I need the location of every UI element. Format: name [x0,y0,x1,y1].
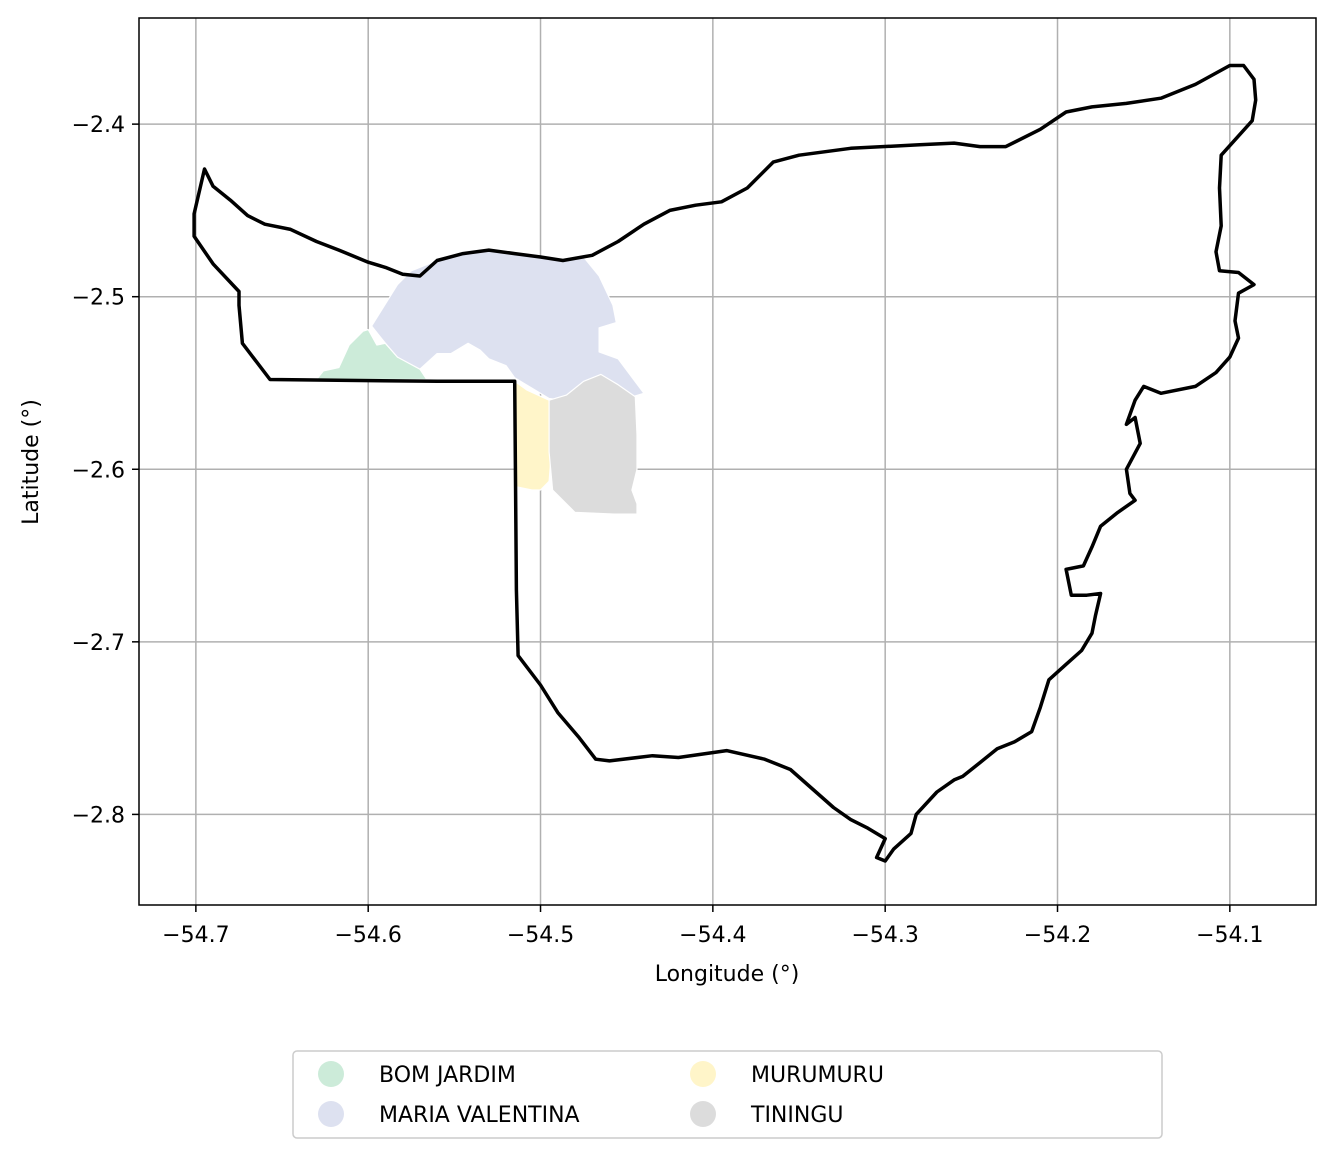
boundary-outline [192,63,1258,863]
x-tick-label: −54.7 [162,923,229,948]
axes-frame [138,17,1317,906]
legend-label-tiningu: TININGU [750,1103,843,1128]
y-tick-label: −2.8 [72,803,125,828]
legend-marker-murumuru [690,1061,716,1087]
x-tick-label: −54.3 [851,923,918,948]
y-tick-label: −2.6 [72,458,125,483]
legend-frame [292,1050,1163,1139]
legend-label-maria-valentina: MARIA VALENTINA [379,1103,580,1128]
x-tick-label: −54.6 [334,923,401,948]
x-axis-label: Longitude (°) [655,962,800,987]
y-tick-label: −2.5 [72,286,125,311]
legend-label-murumuru: MURUMURU [751,1063,884,1088]
legend-marker-tiningu [690,1101,716,1127]
legend: BOM JARDIM MARIA VALENTINA MURUMURU TININGU [292,1050,1163,1139]
x-axis-ticks: −54.7 −54.6 −54.5 −54.4 −54.3 −54.2 −54.1 [162,905,1264,948]
region-polygons [315,249,645,515]
x-tick-label: −54.2 [1024,923,1091,948]
legend-marker-maria-valentina [318,1101,344,1127]
x-tick-label: −54.5 [507,923,574,948]
y-tick-label: −2.4 [72,113,125,138]
y-axis-ticks: −2.4 −2.5 −2.6 −2.7 −2.8 [72,113,139,828]
axes-background [139,18,1316,905]
municipality-boundary [192,63,1258,863]
region-murumuru [514,380,554,491]
x-tick-label: −54.1 [1196,923,1263,948]
legend-marker-bom-jardim [318,1061,344,1087]
x-tick-label: −54.4 [679,923,746,948]
y-axis-label: Latitude (°) [19,399,44,525]
region-tiningu [548,373,638,515]
region-bom-jardim [315,328,428,381]
y-tick-label: −2.7 [72,631,125,656]
legend-label-bom-jardim: BOM JARDIM [379,1063,516,1088]
legend-entries: BOM JARDIM MARIA VALENTINA MURUMURU TININGU [318,1061,884,1128]
